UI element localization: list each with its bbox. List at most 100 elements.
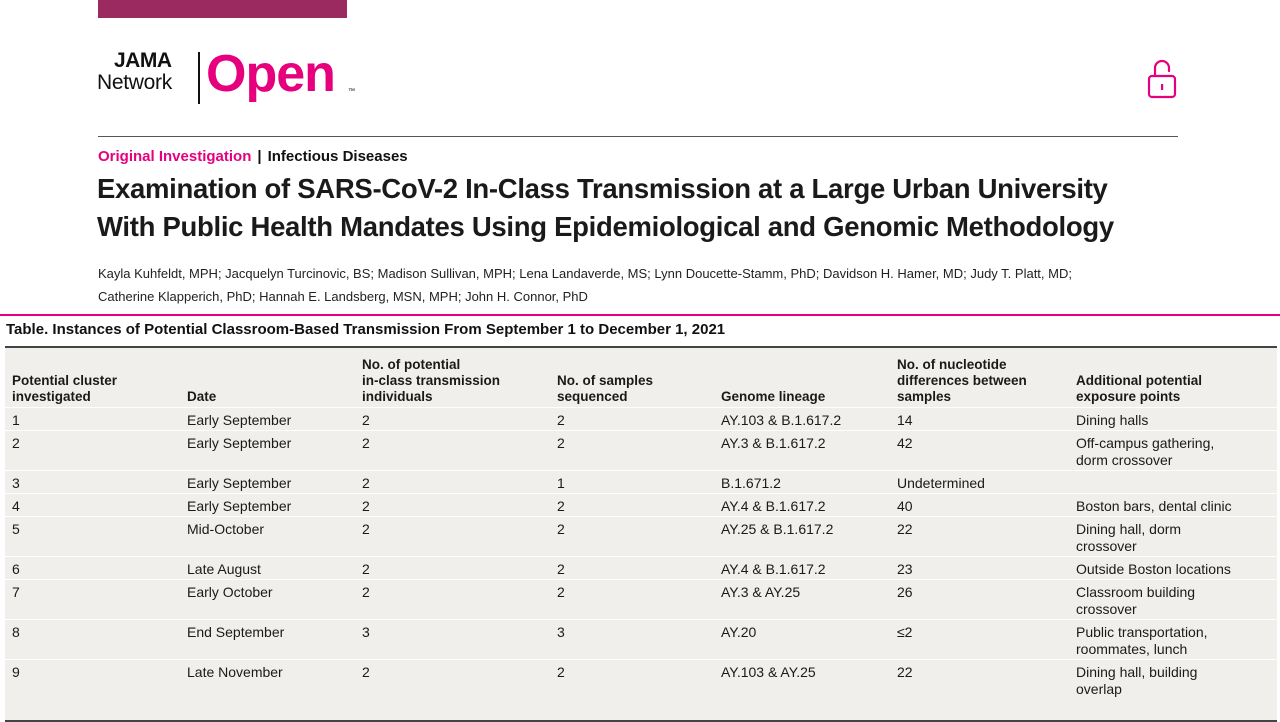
cell-text-line: Early September bbox=[187, 435, 292, 451]
open-lock-icon[interactable] bbox=[1146, 56, 1178, 100]
cell-text-line: 2 bbox=[362, 435, 370, 451]
logo-trademark: ™ bbox=[348, 88, 355, 95]
cell-samples: 3 bbox=[557, 619, 721, 660]
cell-individuals: 2 bbox=[362, 659, 557, 699]
cell-cluster: 7 bbox=[5, 579, 187, 620]
cell-individuals: 2 bbox=[362, 579, 557, 620]
cell-text-line: 23 bbox=[897, 561, 913, 577]
cell-text-line: 1 bbox=[557, 475, 565, 491]
cell-date: Early October bbox=[187, 579, 362, 620]
header-text-line: individuals bbox=[362, 389, 433, 404]
cell-cluster: 1 bbox=[5, 407, 187, 431]
cell-text-line: Public transportation, bbox=[1076, 624, 1208, 640]
header-text-line: Additional potential bbox=[1076, 373, 1202, 388]
cell-text-line: Late August bbox=[187, 561, 261, 577]
article-type[interactable]: Original Investigation bbox=[98, 148, 252, 165]
title-line: With Public Health Mandates Using Epidem… bbox=[97, 211, 1114, 242]
cell-samples: 2 bbox=[557, 493, 721, 517]
header-text-line: differences between bbox=[897, 373, 1027, 388]
cell-text-line: AY.4 & B.1.617.2 bbox=[721, 561, 826, 577]
table-row: 9 Late November 2 2 AY.103 & AY.25 22 Dining h… bbox=[5, 659, 1277, 699]
cell-exposure: Off-campus gathering, dorm crossover bbox=[1076, 430, 1277, 471]
cell-text-line: AY.3 & B.1.617.2 bbox=[721, 435, 826, 451]
cell-exposure: Outside Boston locations bbox=[1076, 556, 1277, 580]
header-text-line: exposure points bbox=[1076, 389, 1181, 404]
cell-text-line: 4 bbox=[12, 498, 20, 514]
cell-text-line: dorm crossover bbox=[1076, 452, 1173, 468]
cell-text-line: Early September bbox=[187, 412, 292, 428]
cell-text-line: 2 bbox=[12, 435, 20, 451]
logo-open-text: Open bbox=[206, 45, 336, 103]
cell-text-line: AY.103 & AY.25 bbox=[721, 664, 816, 680]
cell-nucleotide-diff: 40 bbox=[897, 493, 1076, 517]
cell-samples: 2 bbox=[557, 516, 721, 557]
cell-exposure: Dining hall, building overlap bbox=[1076, 659, 1277, 699]
cell-lineage: AY.25 & B.1.617.2 bbox=[721, 516, 897, 557]
cell-text-line: Early October bbox=[187, 584, 273, 600]
cell-exposure: Public transportation, roommates, lunch bbox=[1076, 619, 1277, 660]
table-row: 5 Mid-October 2 2 AY.25 & B.1.617.2 22 Dining … bbox=[5, 516, 1277, 557]
header-text-line: Potential cluster bbox=[12, 373, 118, 388]
cell-exposure: Boston bars, dental clinic bbox=[1076, 493, 1277, 517]
cell-lineage: AY.4 & B.1.617.2 bbox=[721, 556, 897, 580]
cell-text-line: AY.4 & B.1.617.2 bbox=[721, 498, 826, 514]
cell-text-line: 14 bbox=[897, 412, 913, 428]
table-section-rule bbox=[0, 314, 1280, 316]
cell-text-line: Off-campus gathering, bbox=[1076, 435, 1215, 451]
cell-text-line: overlap bbox=[1076, 681, 1122, 697]
article-topic: Infectious Diseases bbox=[267, 148, 408, 165]
cell-nucleotide-diff: 22 bbox=[897, 516, 1076, 557]
header-text-line: Date bbox=[187, 389, 217, 404]
cell-text-line: Undetermined bbox=[897, 475, 985, 491]
column-header-date: Date bbox=[187, 348, 362, 408]
header-text-line: in-class transmission bbox=[362, 373, 501, 388]
author-line: Kayla Kuhfeldt, MPH; Jacquelyn Turcinovi… bbox=[98, 266, 1072, 281]
cell-text-line: 22 bbox=[897, 664, 913, 680]
cell-nucleotide-diff: 23 bbox=[897, 556, 1076, 580]
table-caption: Table. Instances of Potential Classroom-… bbox=[6, 321, 726, 338]
journal-color-bar bbox=[98, 0, 347, 18]
cell-individuals: 2 bbox=[362, 470, 557, 494]
column-header-nucleotide-diff: No. of nucleotide differences between samp… bbox=[897, 348, 1076, 408]
cell-text-line: 3 bbox=[557, 624, 565, 640]
cell-text-line: Boston bars, dental clinic bbox=[1076, 498, 1232, 514]
cell-text-line: 2 bbox=[557, 664, 565, 680]
cell-text-line: crossover bbox=[1076, 538, 1137, 554]
cell-individuals: 2 bbox=[362, 430, 557, 471]
table-row: 1 Early September 2 2 AY.103 & B.1.617.2 14 Di… bbox=[5, 407, 1277, 431]
table-row: 6 Late August 2 2 AY.4 & B.1.617.2 23 Outside … bbox=[5, 556, 1277, 580]
cell-cluster: 3 bbox=[5, 470, 187, 494]
header-text-line: investigated bbox=[12, 389, 91, 404]
cell-text-line: crossover bbox=[1076, 601, 1137, 617]
cell-text-line: B.1.671.2 bbox=[721, 475, 781, 491]
cell-date: Early September bbox=[187, 430, 362, 471]
logo-divider bbox=[198, 52, 200, 104]
cell-cluster: 5 bbox=[5, 516, 187, 557]
cell-text-line: 2 bbox=[362, 561, 370, 577]
cell-individuals: 2 bbox=[362, 407, 557, 431]
cell-samples: 2 bbox=[557, 407, 721, 431]
cell-lineage: AY.103 & B.1.617.2 bbox=[721, 407, 897, 431]
cell-text-line: 2 bbox=[362, 521, 370, 537]
table-header-row: Potential cluster investigated Date No. of … bbox=[5, 348, 1277, 408]
column-header-samples: No. of samples sequenced bbox=[557, 348, 721, 408]
column-header-exposure: Additional potential exposure points bbox=[1076, 348, 1277, 408]
cell-exposure: Classroom building crossover bbox=[1076, 579, 1277, 620]
cell-text-line: 40 bbox=[897, 498, 913, 514]
cell-date: End September bbox=[187, 619, 362, 660]
cell-exposure: Dining halls bbox=[1076, 407, 1277, 431]
transmission-table: Potential cluster investigated Date No. of … bbox=[5, 348, 1277, 699]
cell-text-line: 1 bbox=[12, 412, 20, 428]
cell-exposure: Dining hall, dorm crossover bbox=[1076, 516, 1277, 557]
cell-text-line: 42 bbox=[897, 435, 913, 451]
cell-cluster: 2 bbox=[5, 430, 187, 471]
cell-text-line: 2 bbox=[557, 561, 565, 577]
table-row: 3 Early September 2 1 B.1.671.2 Undetermined bbox=[5, 470, 1277, 494]
cell-text-line: 6 bbox=[12, 561, 20, 577]
cell-samples: 2 bbox=[557, 430, 721, 471]
cell-individuals: 2 bbox=[362, 516, 557, 557]
column-header-lineage: Genome lineage bbox=[721, 348, 897, 408]
cell-text-line: 2 bbox=[362, 498, 370, 514]
header-text-line: sequenced bbox=[557, 389, 628, 404]
logo-jama-text: JAMA bbox=[114, 49, 172, 72]
